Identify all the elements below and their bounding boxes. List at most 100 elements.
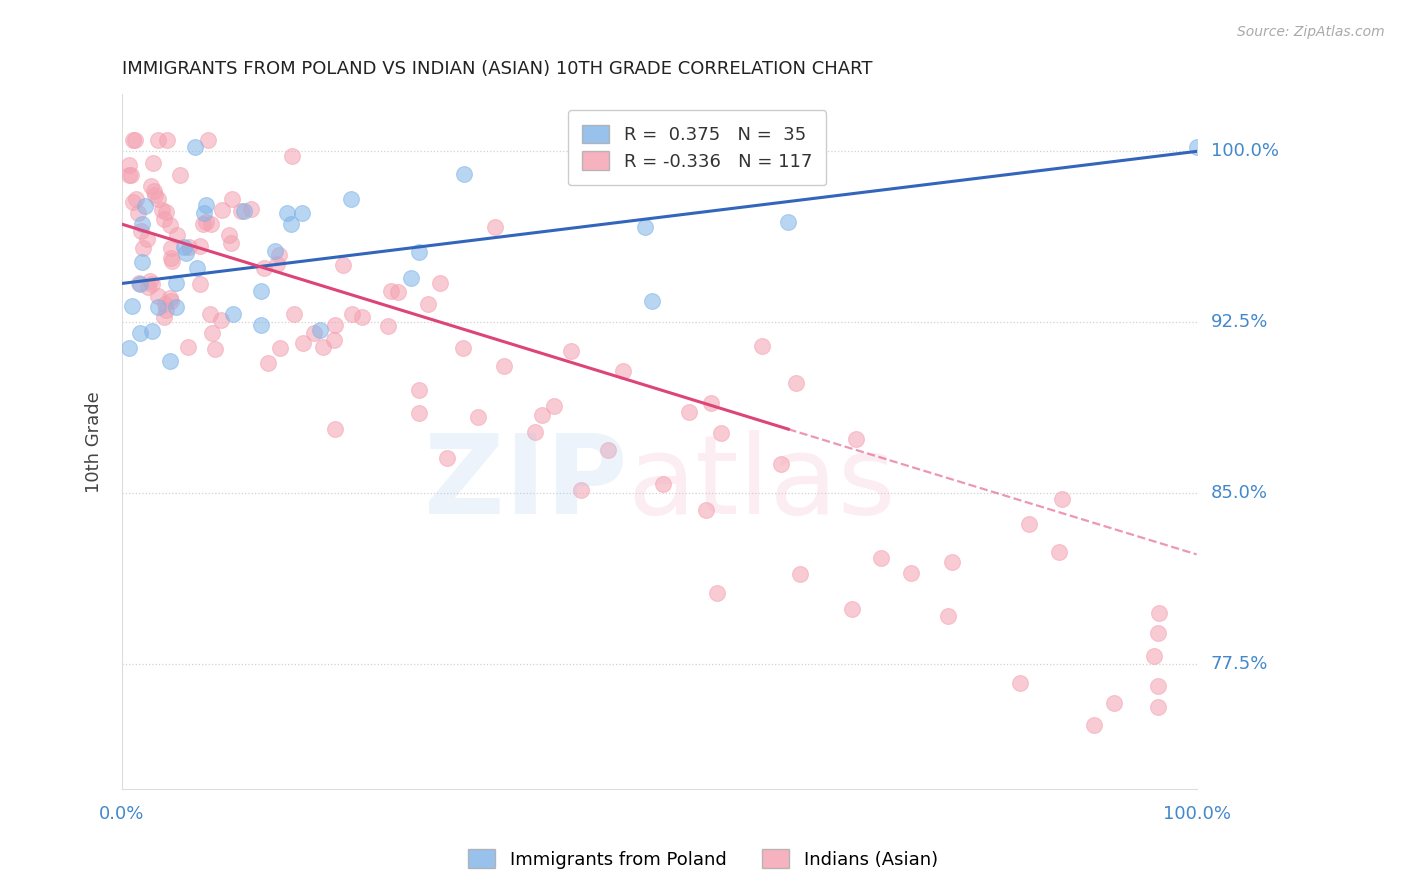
Point — [219, 236, 242, 251]
Point — [408, 405, 430, 419]
Point — [1147, 699, 1170, 714]
Point — [148, 133, 170, 147]
Point — [569, 483, 592, 497]
Point — [257, 355, 280, 369]
Point — [142, 155, 165, 169]
Point — [250, 284, 273, 298]
Point — [136, 232, 159, 246]
Point — [280, 217, 302, 231]
Text: Source: ZipAtlas.com: Source: ZipAtlas.com — [1237, 25, 1385, 39]
Point — [598, 443, 620, 458]
Point — [136, 280, 159, 294]
Point — [209, 313, 232, 327]
Point — [700, 396, 723, 410]
Point — [218, 227, 240, 242]
Point — [453, 167, 475, 181]
Point — [240, 202, 263, 216]
Point — [160, 293, 183, 308]
Point — [612, 364, 634, 378]
Point — [118, 341, 141, 355]
Point — [710, 426, 733, 441]
Point — [191, 217, 214, 231]
Point — [1147, 607, 1170, 621]
Point — [1083, 718, 1105, 732]
Point — [308, 323, 330, 337]
Point — [188, 238, 211, 252]
Point — [128, 277, 150, 291]
Text: 85.0%: 85.0% — [1211, 484, 1268, 502]
Point — [118, 158, 141, 172]
Point — [332, 258, 354, 272]
Point — [269, 247, 291, 261]
Point — [281, 149, 304, 163]
Point — [264, 244, 287, 259]
Point — [436, 450, 458, 465]
Point — [1147, 626, 1170, 640]
Point — [177, 240, 200, 254]
Point — [124, 133, 146, 147]
Point — [941, 555, 963, 569]
Text: 100.0%: 100.0% — [1211, 143, 1278, 161]
Point — [429, 276, 451, 290]
Point — [131, 217, 153, 231]
Text: 0.0%: 0.0% — [100, 805, 145, 823]
Point — [159, 251, 181, 265]
Point — [340, 192, 363, 206]
Point — [323, 422, 346, 436]
Point — [352, 310, 374, 324]
Legend: R =  0.375   N =  35, R = -0.336   N = 117: R = 0.375 N = 35, R = -0.336 N = 117 — [568, 111, 827, 186]
Point — [194, 197, 217, 211]
Point — [1050, 491, 1073, 506]
Point — [634, 220, 657, 235]
Point — [1143, 648, 1166, 663]
Point — [841, 602, 863, 616]
Point — [204, 343, 226, 357]
Point — [146, 192, 169, 206]
Point — [253, 260, 276, 275]
Point — [751, 339, 773, 353]
Point — [231, 204, 253, 219]
Point — [153, 212, 176, 227]
Point — [377, 319, 399, 334]
Point — [323, 318, 346, 332]
Point — [785, 376, 807, 390]
Legend: Immigrants from Poland, Indians (Asian): Immigrants from Poland, Indians (Asian) — [461, 842, 945, 876]
Point — [543, 399, 565, 413]
Point — [1147, 680, 1170, 694]
Point — [188, 277, 211, 292]
Point — [523, 425, 546, 439]
Point — [176, 340, 198, 354]
Text: 77.5%: 77.5% — [1211, 655, 1268, 673]
Point — [340, 307, 363, 321]
Point — [134, 199, 156, 213]
Point — [153, 296, 176, 310]
Point — [641, 293, 664, 308]
Point — [387, 285, 409, 300]
Point — [148, 289, 170, 303]
Point — [118, 168, 141, 182]
Point — [936, 608, 959, 623]
Point — [380, 284, 402, 298]
Point — [408, 383, 430, 397]
Point — [312, 340, 335, 354]
Point — [678, 405, 700, 419]
Point — [1047, 545, 1070, 559]
Point — [844, 432, 866, 446]
Text: 100.0%: 100.0% — [1163, 805, 1230, 823]
Point — [1018, 516, 1040, 531]
Point — [652, 477, 675, 491]
Point — [900, 566, 922, 580]
Point — [1008, 675, 1031, 690]
Point — [269, 341, 291, 355]
Point — [159, 291, 181, 305]
Point — [153, 310, 176, 325]
Point — [193, 206, 215, 220]
Point — [560, 343, 582, 358]
Point — [323, 333, 346, 347]
Point — [870, 551, 893, 566]
Text: ZIP: ZIP — [423, 430, 627, 537]
Point — [169, 168, 191, 182]
Point — [155, 303, 177, 318]
Point — [165, 277, 187, 291]
Point — [139, 274, 162, 288]
